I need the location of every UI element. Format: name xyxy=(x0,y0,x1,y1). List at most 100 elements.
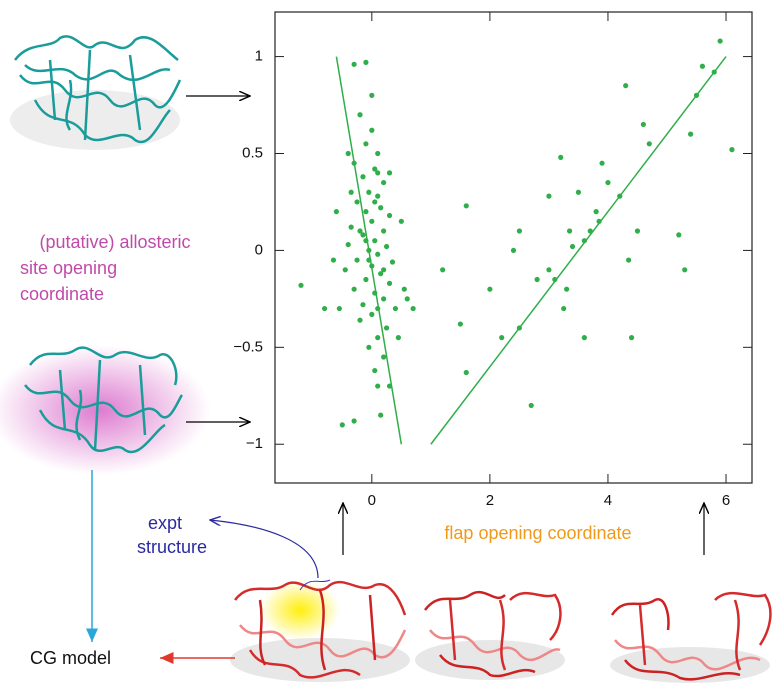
point xyxy=(352,418,357,423)
figure: (putative) allosteric site opening coord… xyxy=(0,0,781,688)
point xyxy=(343,267,348,272)
point xyxy=(399,219,404,224)
point xyxy=(599,161,604,166)
point xyxy=(369,128,374,133)
point xyxy=(384,244,389,249)
point xyxy=(517,228,522,233)
molecule-closed xyxy=(0,345,210,475)
point xyxy=(440,267,445,272)
y-tick-label: −0.5 xyxy=(233,338,263,355)
point xyxy=(546,267,551,272)
point xyxy=(375,252,380,257)
point xyxy=(375,194,380,199)
point xyxy=(682,267,687,272)
x-tick-label: 6 xyxy=(722,492,730,509)
point xyxy=(546,194,551,199)
x-tick-label: 4 xyxy=(604,492,612,509)
y-axis-label: coordinate xyxy=(20,284,104,304)
fit-line xyxy=(336,57,401,445)
plot-frame xyxy=(275,12,752,483)
point xyxy=(349,225,354,230)
point xyxy=(487,287,492,292)
point xyxy=(372,199,377,204)
x-tick-label: 0 xyxy=(368,492,376,509)
point xyxy=(635,228,640,233)
point xyxy=(626,257,631,262)
point xyxy=(352,62,357,67)
molecule-intermediate xyxy=(415,592,565,680)
point xyxy=(331,257,336,262)
point xyxy=(381,267,386,272)
point xyxy=(411,306,416,311)
y-tick-label: 1 xyxy=(255,48,263,65)
point xyxy=(372,368,377,373)
point xyxy=(381,228,386,233)
point xyxy=(570,244,575,249)
point xyxy=(322,306,327,311)
point xyxy=(346,151,351,156)
point xyxy=(366,190,371,195)
point xyxy=(354,257,359,262)
point xyxy=(369,312,374,317)
point xyxy=(363,209,368,214)
point xyxy=(354,199,359,204)
point xyxy=(623,83,628,88)
point xyxy=(718,38,723,43)
point xyxy=(346,242,351,247)
point xyxy=(576,190,581,195)
point xyxy=(360,174,365,179)
point xyxy=(357,228,362,233)
y-tick-label: 0.5 xyxy=(242,144,263,161)
point xyxy=(298,283,303,288)
point xyxy=(458,321,463,326)
x-tick-label: 2 xyxy=(486,492,494,509)
point xyxy=(381,180,386,185)
point xyxy=(647,141,652,146)
point xyxy=(499,335,504,340)
point xyxy=(375,383,380,388)
point xyxy=(366,345,371,350)
point xyxy=(337,306,342,311)
point xyxy=(629,335,634,340)
point xyxy=(363,141,368,146)
point xyxy=(464,370,469,375)
point xyxy=(378,413,383,418)
point xyxy=(349,190,354,195)
point xyxy=(564,287,569,292)
point xyxy=(357,112,362,117)
point xyxy=(360,302,365,307)
point xyxy=(375,335,380,340)
point xyxy=(381,296,386,301)
point xyxy=(334,209,339,214)
point xyxy=(381,354,386,359)
point xyxy=(511,248,516,253)
point xyxy=(384,325,389,330)
point xyxy=(375,170,380,175)
point xyxy=(363,60,368,65)
point xyxy=(529,403,534,408)
point xyxy=(375,151,380,156)
fit-line xyxy=(431,57,726,445)
point xyxy=(378,205,383,210)
annotation: structure xyxy=(137,537,207,557)
point xyxy=(402,287,407,292)
arrow-expt xyxy=(210,520,318,578)
point xyxy=(464,203,469,208)
point xyxy=(396,335,401,340)
point xyxy=(387,213,392,218)
point xyxy=(676,232,681,237)
molecule-open xyxy=(10,36,180,150)
x-axis-label: flap opening coordinate xyxy=(444,523,631,543)
point xyxy=(352,287,357,292)
annotation: expt xyxy=(148,513,182,533)
page: {"chart_data": {"type": "scatter", "x_la… xyxy=(0,0,781,688)
point xyxy=(393,306,398,311)
point xyxy=(372,238,377,243)
y-axis-label: (putative) allosteric xyxy=(39,232,190,252)
point xyxy=(357,318,362,323)
point xyxy=(387,281,392,286)
annotation: CG model xyxy=(30,648,111,668)
point xyxy=(369,93,374,98)
y-tick-label: 0 xyxy=(255,241,263,258)
point xyxy=(390,259,395,264)
